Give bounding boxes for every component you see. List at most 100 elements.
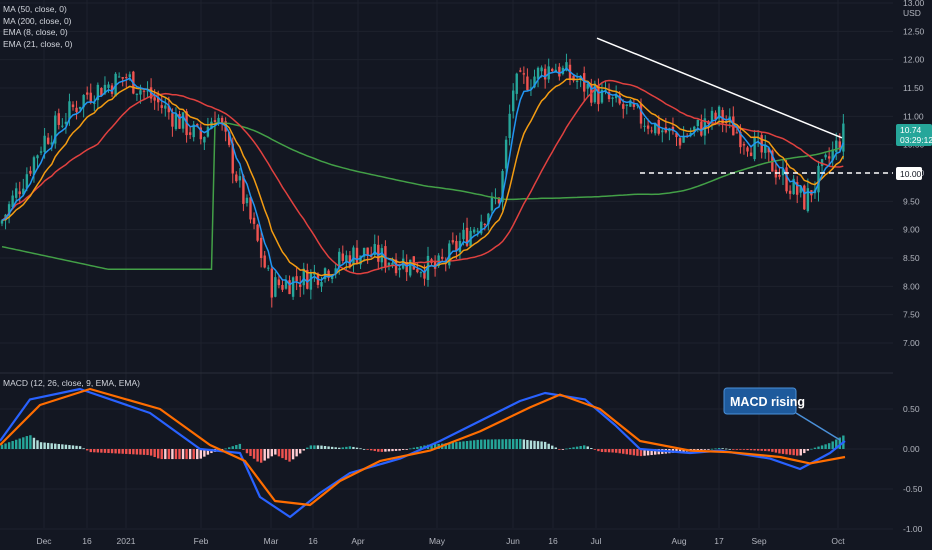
macd-histogram-bar xyxy=(43,442,46,449)
candle-body xyxy=(228,132,231,146)
candle-body xyxy=(75,107,78,112)
candle-body xyxy=(661,130,664,133)
macd-histogram-bar xyxy=(614,449,618,453)
candle-body xyxy=(632,103,636,107)
candle-body xyxy=(551,68,554,72)
price-tick-label: 11.00 xyxy=(903,111,924,121)
candle-body xyxy=(394,259,398,274)
macd-histogram-bar xyxy=(178,449,181,460)
candle-body xyxy=(78,106,82,109)
ma200-line[interactable] xyxy=(1,122,844,271)
macd-histogram-bar xyxy=(590,448,593,449)
macd-histogram-bar xyxy=(611,449,614,453)
macd-histogram-bar xyxy=(46,442,50,449)
candle-body xyxy=(472,229,476,233)
macd-histogram-bar xyxy=(764,449,767,452)
macd-histogram-bar xyxy=(707,449,710,450)
macd-histogram-bar xyxy=(82,448,85,450)
macd-histogram-bar xyxy=(650,449,653,456)
candle-body xyxy=(203,136,206,143)
macd-histogram-bar xyxy=(330,446,334,449)
candle-body xyxy=(806,188,810,212)
macd-histogram-bar xyxy=(753,449,756,451)
candle-body xyxy=(142,90,146,92)
macd-histogram-bar xyxy=(806,449,810,451)
candle-body xyxy=(689,132,692,136)
macd-histogram-bar xyxy=(529,440,533,449)
candle-body xyxy=(267,267,270,269)
candle-body xyxy=(785,167,788,192)
descending-trendline[interactable] xyxy=(596,37,843,139)
last-price-badge xyxy=(896,124,932,146)
candle-body xyxy=(263,255,266,268)
candle-body xyxy=(824,154,827,158)
legend-macd[interactable]: MACD (12, 26, close, 9, EMA, EMA) xyxy=(3,378,140,388)
macd-histogram-bar xyxy=(561,449,565,450)
candle-body xyxy=(93,102,96,104)
macd-histogram-bar xyxy=(490,439,494,449)
candle-body xyxy=(409,259,412,276)
macd-histogram-bar xyxy=(607,449,611,453)
macd-histogram-bar xyxy=(71,445,75,449)
candle-body xyxy=(508,113,511,138)
macd-histogram-bar xyxy=(568,447,572,449)
macd-histogram-bar xyxy=(487,439,490,449)
legend-ema8[interactable]: EMA (8, close, 0) xyxy=(3,27,68,37)
macd-histogram-bar xyxy=(277,449,281,457)
macd-histogram-bar xyxy=(430,444,433,449)
signal-line[interactable] xyxy=(0,387,846,507)
macd-histogram-bar xyxy=(299,449,302,454)
candle-body xyxy=(419,272,423,274)
ma50-line[interactable] xyxy=(1,79,844,275)
macd-histogram-bar xyxy=(512,439,515,449)
macd-histogram-bar xyxy=(391,449,394,452)
legend-ma50[interactable]: MA (50, close, 0) xyxy=(3,4,67,14)
candle-body xyxy=(654,122,657,134)
candle-body xyxy=(103,84,107,94)
candle-body xyxy=(455,241,458,251)
macd-histogram-bar xyxy=(565,448,568,450)
macd-histogram-bar xyxy=(820,445,824,449)
candle-body xyxy=(82,95,85,108)
macd-histogram-bar xyxy=(746,449,749,451)
candle-body xyxy=(71,104,75,108)
macd-histogram-bar xyxy=(540,441,543,449)
legend-ema21[interactable]: EMA (21, close, 0) xyxy=(3,38,73,49)
macd-histogram-bar xyxy=(157,449,160,459)
macd-histogram-bar xyxy=(838,437,841,449)
macd-histogram-bar xyxy=(267,449,270,459)
candle-body xyxy=(515,73,518,94)
candle-body xyxy=(89,92,92,102)
candle-body xyxy=(483,223,486,225)
macd-histogram-bar xyxy=(543,441,547,449)
macd-histogram-bar xyxy=(345,446,348,449)
time-tick-label: 16 xyxy=(548,536,558,546)
candle-body xyxy=(675,132,678,138)
macd-histogram-bar xyxy=(188,449,192,460)
candle-body xyxy=(334,268,337,274)
candle-body xyxy=(323,268,327,280)
chart-annotations xyxy=(596,37,893,174)
candle-body xyxy=(433,261,437,269)
candle-body xyxy=(625,104,628,106)
candle-body xyxy=(196,124,199,126)
macd-histogram-bar xyxy=(274,449,277,455)
candle-body xyxy=(700,121,703,136)
candle-body xyxy=(764,144,767,153)
legend-ma200[interactable]: MA (200, close, 0) xyxy=(3,15,72,26)
time-tick-label: 16 xyxy=(308,536,318,546)
candle-body xyxy=(842,123,845,152)
macd-histogram-bar xyxy=(249,449,252,456)
candle-body xyxy=(448,243,451,266)
macd-histogram-bar xyxy=(125,449,128,454)
macd-histogram-bar xyxy=(696,449,699,451)
candle-body xyxy=(586,83,589,89)
ema8-line[interactable] xyxy=(1,67,845,286)
macd-histogram-bar xyxy=(742,449,746,450)
candle-body xyxy=(11,195,14,208)
macd-histogram-bar xyxy=(100,449,103,453)
candle-body xyxy=(157,97,160,103)
macd-histogram-bar xyxy=(465,440,469,449)
candle-body xyxy=(306,269,309,289)
